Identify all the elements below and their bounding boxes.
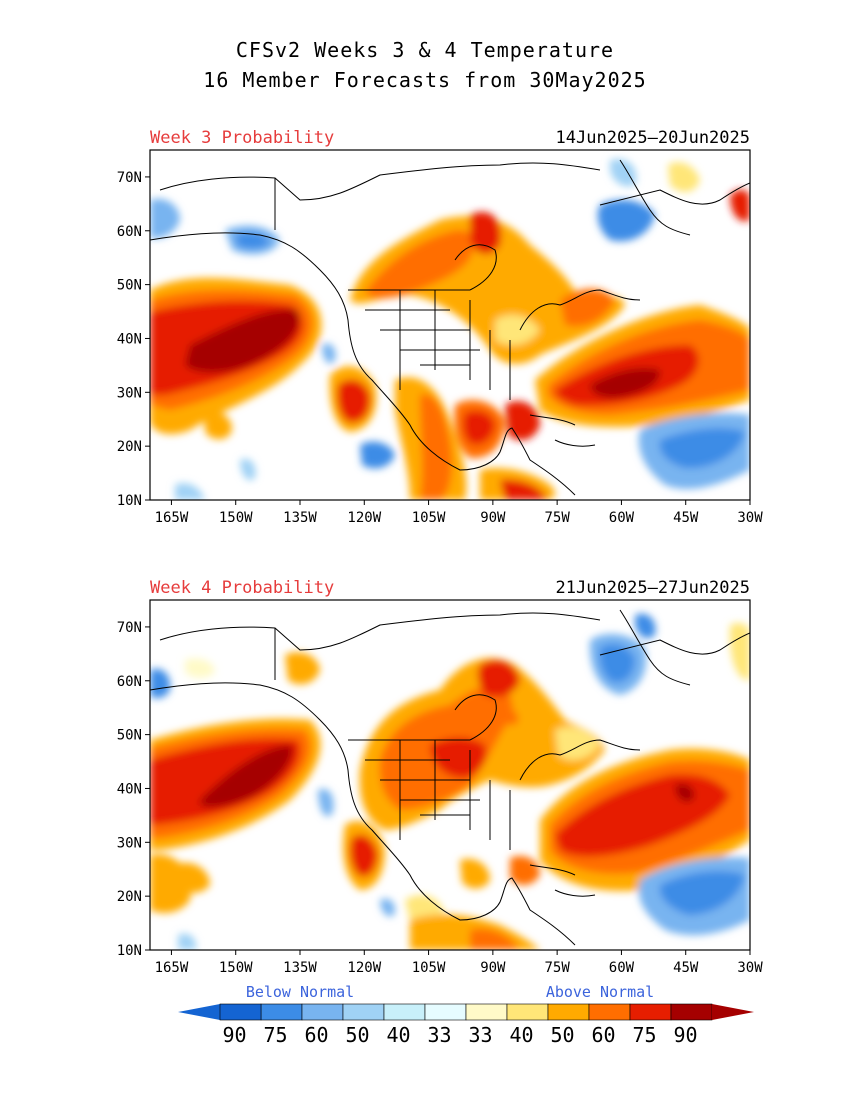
- panel2-lat-label: 30N: [117, 835, 142, 851]
- legend-value: 50: [550, 1023, 574, 1047]
- legend-swatch: [547, 1003, 590, 1021]
- legend-swatch: [301, 1003, 344, 1021]
- panel2-axes: 70N 60N 50N 40N 30N 20N 10N 165W 150W 135W 120W 105…: [117, 620, 764, 976]
- panel2-lon-label: 75W: [544, 960, 570, 976]
- legend-below-label: Below Normal: [246, 983, 354, 1001]
- panel2-lat-label: 70N: [117, 620, 142, 636]
- panel1-dates: 14Jun2025—20Jun2025: [556, 128, 750, 148]
- panel2-lon-label: 60W: [609, 960, 635, 976]
- panel1-lat-label: 70N: [117, 170, 142, 186]
- legend-value: 60: [591, 1023, 615, 1047]
- legend-value: 90: [222, 1023, 246, 1047]
- panel1-lon-label: 90W: [480, 510, 506, 526]
- panel2-lat-label: 50N: [117, 728, 142, 744]
- legend-swatch: [506, 1003, 549, 1021]
- legend-value: 90: [673, 1023, 697, 1047]
- legend-value: 75: [632, 1023, 656, 1047]
- panel2-lat-label: 40N: [117, 781, 142, 797]
- chart-title-line2: 16 Member Forecasts from 30May2025: [203, 68, 647, 92]
- panel1-lat-label: 60N: [117, 224, 142, 240]
- panel1-lon-label: 30W: [737, 510, 763, 526]
- panel1-lon-label: 165W: [155, 510, 189, 526]
- panel1-lon-label: 60W: [609, 510, 635, 526]
- panel2-lat-label: 20N: [117, 889, 142, 905]
- legend-value: 60: [304, 1023, 328, 1047]
- panel2-lon-label: 30W: [737, 960, 763, 976]
- legend-swatch: [424, 1003, 467, 1021]
- legend-swatch: [629, 1003, 672, 1021]
- legend-swatch: [219, 1003, 262, 1021]
- legend-swatch: [670, 1003, 713, 1021]
- legend-above-label: Above Normal: [546, 983, 654, 1001]
- panel2-probability-field: [150, 600, 750, 950]
- panel2-lon-label: 150W: [219, 960, 253, 976]
- panel1-lon-label: 120W: [347, 510, 381, 526]
- panel2-lon-label: 135W: [283, 960, 317, 976]
- panel1-lon-label: 135W: [283, 510, 317, 526]
- panel1-probability-field: [150, 150, 750, 500]
- panel1-frame: [149, 149, 751, 501]
- panel1-lat-label: 10N: [117, 493, 142, 509]
- legend-value: 50: [345, 1023, 369, 1047]
- legend-value: 40: [509, 1023, 533, 1047]
- panel2-lat-label: 10N: [117, 943, 142, 959]
- panel2-lon-label: 45W: [673, 960, 699, 976]
- panel1-lon-label: 45W: [673, 510, 699, 526]
- legend-value: 75: [263, 1023, 287, 1047]
- legend-arrow-right: [712, 1004, 754, 1020]
- panel1-lat-label: 40N: [117, 331, 142, 347]
- legend-colorbar: 90 75 60 50 40 33 33 40 50 60 75 90: [178, 1003, 754, 1047]
- chart-title-line1: CFSv2 Weeks 3 & 4 Temperature: [235, 38, 615, 62]
- legend-value: 40: [386, 1023, 410, 1047]
- panel2-lon-label: 105W: [412, 960, 446, 976]
- panel1-axes: 70N 60N 50N 40N 30N 20N 10N 165W 150W 135W 120W 105…: [117, 170, 764, 526]
- legend-swatch: [588, 1003, 631, 1021]
- panel1-lon-label: 105W: [412, 510, 446, 526]
- legend-swatch: [260, 1003, 303, 1021]
- panel2-frame: [149, 599, 751, 951]
- panel2-lon-label: 120W: [347, 960, 381, 976]
- legend-swatch: [383, 1003, 426, 1021]
- panel2-lon-label: 90W: [480, 960, 506, 976]
- panel1-label: Week 3 Probability: [150, 128, 334, 148]
- panel1-lat-label: 30N: [117, 385, 142, 401]
- legend-value: 33: [427, 1023, 451, 1047]
- legend-value: 33: [468, 1023, 492, 1047]
- panel1-lon-label: 75W: [544, 510, 570, 526]
- legend-swatch: [342, 1003, 385, 1021]
- legend-swatch: [465, 1003, 508, 1021]
- panel2-label: Week 4 Probability: [150, 578, 334, 598]
- legend-arrow-left: [178, 1004, 220, 1020]
- panel1-lon-label: 150W: [219, 510, 253, 526]
- panel1-lat-label: 50N: [117, 278, 142, 294]
- panel2-lat-label: 60N: [117, 674, 142, 690]
- panel2-lon-label: 165W: [155, 960, 189, 976]
- panel1-lat-label: 20N: [117, 439, 142, 455]
- panel2-dates: 21Jun2025—27Jun2025: [556, 578, 750, 598]
